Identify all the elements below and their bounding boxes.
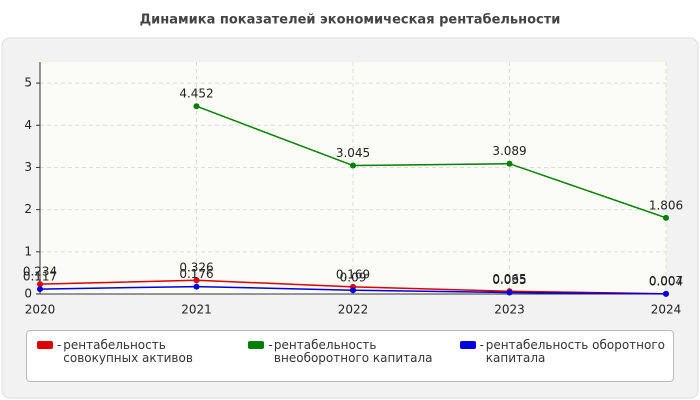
x-tick-label: 2023 (494, 303, 525, 317)
data-label: 0.169 (336, 267, 370, 281)
data-label: 0.117 (23, 270, 57, 284)
y-tick-label: 4 (24, 118, 32, 132)
legend: - рентабельность совокупных активов - рен… (26, 330, 674, 382)
point (506, 160, 513, 167)
data-label: 0.326 (179, 261, 213, 275)
point (193, 277, 200, 284)
legend-dash: - (57, 338, 62, 365)
legend-swatch (37, 341, 53, 349)
x-tick-label: 2024 (651, 303, 682, 317)
legend-item: - рентабельность оборотного капитала (456, 339, 667, 373)
point (350, 162, 356, 169)
data-label: 0.176 (179, 267, 213, 281)
data-label: 3.089 (492, 144, 526, 158)
data-label: 0.007 (649, 274, 683, 288)
point (37, 281, 43, 288)
legend-swatch (459, 341, 476, 349)
legend-item: - рентабельность совокупных активов (33, 339, 244, 373)
y-tick-label: 5 (24, 76, 32, 90)
legend-label: рентабельность совокупных активов (63, 338, 193, 365)
y-tick-label: 2 (24, 202, 32, 216)
data-label: 4.452 (179, 87, 213, 101)
point (193, 103, 200, 110)
data-label: 0.004 (649, 274, 683, 288)
point (663, 214, 669, 221)
point (506, 289, 513, 296)
legend-item: - рентабельность внеоборотного капитала (244, 339, 455, 373)
point (663, 290, 669, 297)
data-label: 1.806 (649, 198, 683, 212)
legend-dash: - (268, 338, 273, 365)
legend-dash: - (479, 338, 484, 365)
y-tick-label: 0 (24, 287, 32, 301)
data-label: 0.09 (340, 271, 367, 285)
legend-label: рентабельность внеоборотного капитала (273, 338, 433, 365)
data-label: 0.065 (492, 272, 526, 286)
y-tick-label: 1 (24, 244, 32, 258)
data-label: 0.234 (23, 265, 57, 279)
chart-title: Динамика показателей экономическая рента… (140, 13, 561, 28)
legend-label: рентабельность оборотного капитала (485, 338, 665, 365)
point (193, 283, 200, 290)
x-tick-label: 2021 (181, 303, 212, 317)
point (37, 286, 43, 293)
y-tick-label: 3 (24, 160, 32, 174)
legend-swatch (248, 341, 265, 349)
point (350, 287, 356, 294)
series-line (196, 105, 667, 219)
x-tick-label: 2022 (338, 303, 369, 317)
x-tick-label: 2020 (25, 303, 56, 317)
data-label: 0.035 (492, 273, 526, 287)
data-label: 3.045 (336, 146, 370, 160)
